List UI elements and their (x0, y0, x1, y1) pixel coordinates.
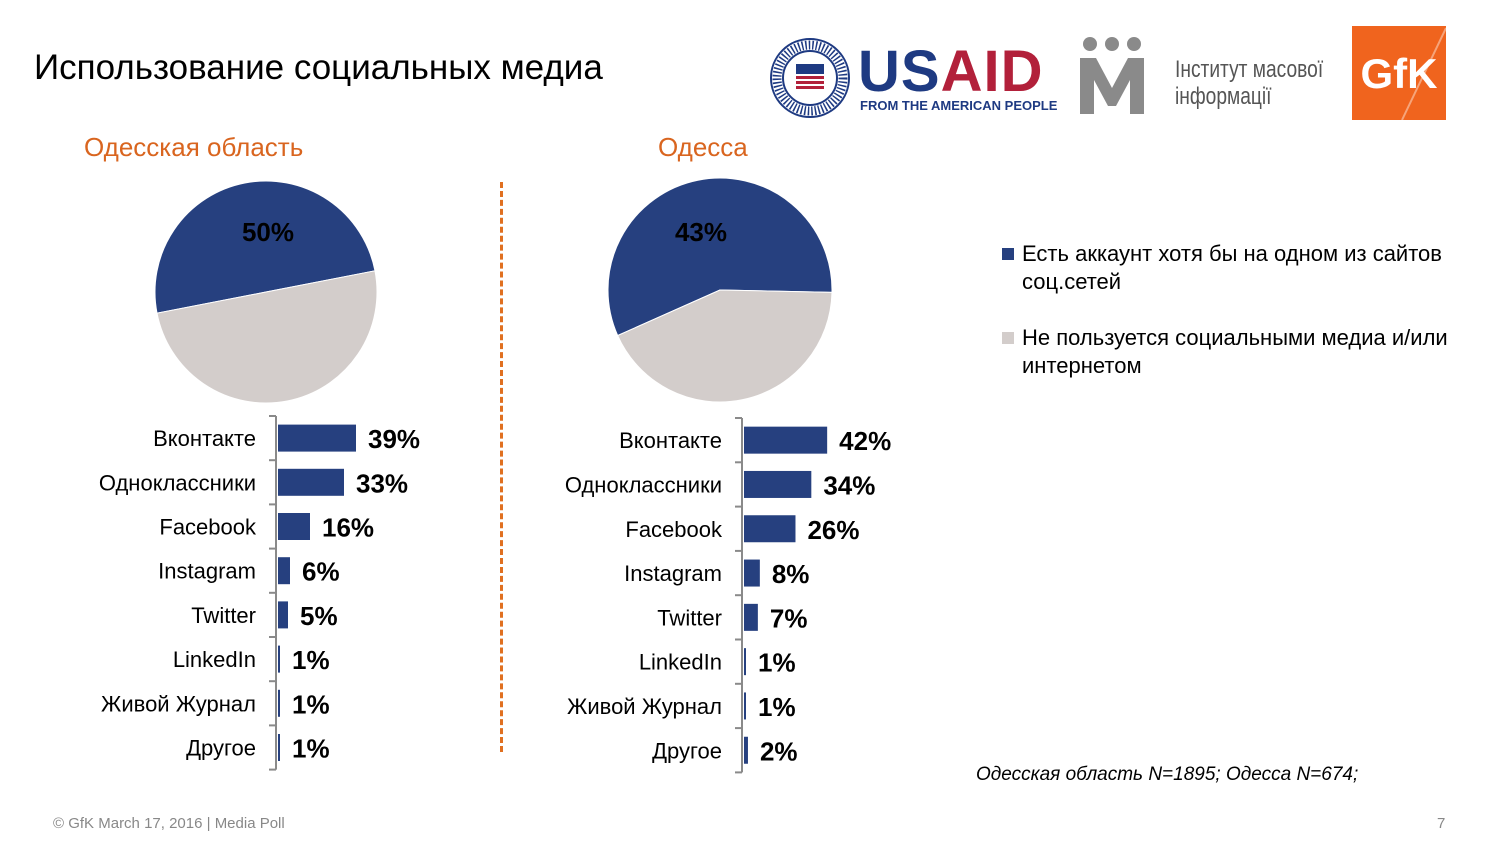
bar-value-label: 7% (770, 603, 808, 633)
pie-slice (617, 289, 833, 403)
bar (278, 424, 356, 452)
bar-value-label: 1% (292, 645, 330, 675)
bar-category-label: Вконтакте (619, 428, 722, 453)
bar-value-label: 16% (322, 513, 374, 543)
bar-chart: Вконтакте 39% Одноклассники 33% Facebook 16% I… (99, 415, 420, 771)
bar-category-label: Вконтакте (153, 426, 256, 451)
bar (278, 734, 280, 761)
bar-category-label: Живой Журнал (101, 691, 256, 716)
charts-canvas: 50%50% Вконтакте 39% Одноклассники 33% Facebo… (99, 177, 891, 774)
bar-category-label: Instagram (158, 559, 256, 584)
bar (744, 515, 796, 543)
pie-slice (607, 177, 833, 337)
pie-slice-label: 43% (675, 217, 727, 247)
logo-strip: USAID FROM THE AMERICAN PEOPLE Інститут … (770, 26, 1450, 122)
pie-chart: 50%50% (154, 180, 378, 404)
bar-category-label: Twitter (657, 605, 722, 630)
bar (278, 645, 280, 673)
bar (744, 559, 760, 587)
usaid-seal-icon (770, 38, 850, 118)
bar-value-label: 34% (823, 470, 875, 500)
pie-slice-label: 50% (242, 217, 294, 247)
panel-divider (500, 182, 503, 752)
bar-category-label: Facebook (625, 517, 723, 542)
bar (744, 692, 746, 720)
bar-value-label: 6% (302, 557, 340, 587)
bar (278, 557, 290, 585)
sample-size-note: Одесская область N=1895; Одесса N=674; (976, 764, 1359, 785)
panel-title-region: Одесская область (84, 132, 304, 162)
bar (744, 603, 758, 631)
bar-value-label: 1% (292, 689, 330, 719)
bar (744, 426, 828, 454)
pie-chart: 57%43% (607, 177, 833, 403)
bar-value-label: 26% (807, 515, 859, 545)
imi-line-2: інформації (1175, 83, 1272, 110)
bar-category-label: Facebook (159, 515, 257, 540)
bar (278, 468, 344, 496)
bar (744, 470, 812, 498)
legend: Есть аккаунт хотя бы на одном из сайтов … (1002, 240, 1462, 408)
bar (278, 601, 288, 629)
bar (744, 648, 746, 676)
bar-value-label: 2% (760, 736, 798, 766)
page-number: 7 (1437, 815, 1446, 832)
usaid-wordmark: USAID (858, 38, 1043, 105)
imi-line-1: Інститут масової (1175, 56, 1324, 83)
bar-category-label: Живой Журнал (567, 694, 722, 719)
usaid-word-us: US (858, 39, 941, 104)
gfk-logo-text: GfK (1361, 50, 1438, 97)
bar-chart: Вконтакте 42% Одноклассники 34% Facebook 26% I… (565, 417, 891, 774)
imi-logo-icon (1080, 37, 1144, 114)
bar-value-label: 1% (758, 648, 796, 678)
bar-category-label: Другое (652, 738, 722, 763)
bar-category-label: Одноклассники (99, 470, 256, 495)
bar-value-label: 33% (356, 468, 408, 498)
legend-label: Не пользуется социальными медиа и/или ин… (1022, 325, 1448, 378)
pie-slice (154, 180, 376, 314)
bar-value-label: 5% (300, 601, 338, 631)
legend-label: Есть аккаунт хотя бы на одном из сайтов … (1022, 241, 1442, 294)
imi-logo-text: Інститут масової інформації (1175, 56, 1323, 110)
bar-category-label: Одноклассники (565, 472, 722, 497)
bar-value-label: 42% (839, 426, 891, 456)
bar (744, 736, 748, 764)
legend-item-no-usage: Не пользуется социальными медиа и/или ин… (1002, 324, 1462, 380)
usaid-subtitle: FROM THE AMERICAN PEOPLE (860, 98, 1058, 113)
bar-category-label: Twitter (191, 603, 256, 628)
gfk-logo-icon: GfK (1361, 27, 1446, 120)
usaid-word-aid: AID (940, 39, 1044, 104)
bar-value-label: 39% (368, 424, 420, 454)
slide-title: Использование социальных медиа (34, 48, 603, 87)
bar-value-label: 1% (292, 734, 330, 764)
pie-slice (156, 270, 378, 404)
bar-value-label: 1% (758, 692, 796, 722)
bar-category-label: LinkedIn (173, 647, 256, 672)
bar-category-label: Instagram (624, 561, 722, 586)
bar-category-label: LinkedIn (639, 650, 722, 675)
panel-title-city: Одесса (658, 132, 748, 162)
legend-swatch-blue (1002, 248, 1014, 260)
footer-copyright: © GfK March 17, 2016 | Media Poll (53, 815, 285, 832)
legend-item-has-account: Есть аккаунт хотя бы на одном из сайтов … (1002, 240, 1462, 296)
bar (278, 689, 280, 717)
bar-category-label: Другое (186, 736, 256, 761)
bar (278, 513, 310, 540)
bar-value-label: 8% (772, 559, 810, 589)
gfk-logo: GfK (1352, 26, 1446, 120)
legend-swatch-grey (1002, 332, 1014, 344)
